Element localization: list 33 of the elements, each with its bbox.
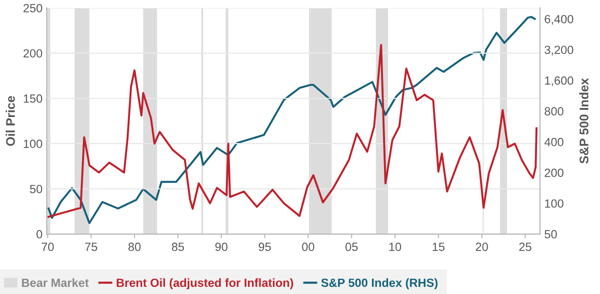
y2-tick-label: 400 xyxy=(544,138,564,146)
y2-tick-label: 800 xyxy=(544,107,564,116)
x-tick-label: 85 xyxy=(172,242,184,252)
x-tick-label: 05 xyxy=(345,242,358,252)
y-tick-label: 0 xyxy=(36,230,42,238)
y-tick-label: 150 xyxy=(24,94,42,103)
y2-tick-label: 6,400 xyxy=(544,14,574,25)
y-tick-label: 250 xyxy=(24,4,42,12)
y2-tick-label: 3,200 xyxy=(544,46,574,56)
x-tick-label: 70 xyxy=(42,242,54,252)
y2-axis-title: S&P 500 Index xyxy=(579,78,588,164)
y2-tick-label: 100 xyxy=(545,199,564,208)
x-tick-label: 00 xyxy=(302,242,314,252)
legend-label: Bear Market xyxy=(22,278,89,287)
x-tick-label: 25 xyxy=(519,242,532,252)
y-tick-label: 200 xyxy=(24,49,42,58)
x-tick-label: 80 xyxy=(128,242,141,252)
x-tick-label: 75 xyxy=(85,242,98,252)
x-tick-label: 20 xyxy=(476,242,488,252)
legend-label: S&P 500 Index (RHS) xyxy=(321,278,438,290)
x-tick-label: 90 xyxy=(215,242,228,252)
y2-tick-label: 50 xyxy=(544,230,557,238)
y2-tick-label: 200 xyxy=(544,168,564,177)
x-tick-label: 95 xyxy=(258,242,271,252)
y-tick-label: 50 xyxy=(30,184,42,194)
y-tick-label: 100 xyxy=(24,140,42,148)
x-tick-label: 10 xyxy=(389,242,402,252)
y-axis-title: Oil Price xyxy=(6,96,15,146)
x-tick-label: 15 xyxy=(432,242,444,252)
line-series xyxy=(48,16,536,224)
line-series xyxy=(48,44,538,218)
legend-label: Brent Oil (adjusted for Inflation) xyxy=(116,278,294,290)
y2-tick-label: 1,600 xyxy=(545,76,574,86)
